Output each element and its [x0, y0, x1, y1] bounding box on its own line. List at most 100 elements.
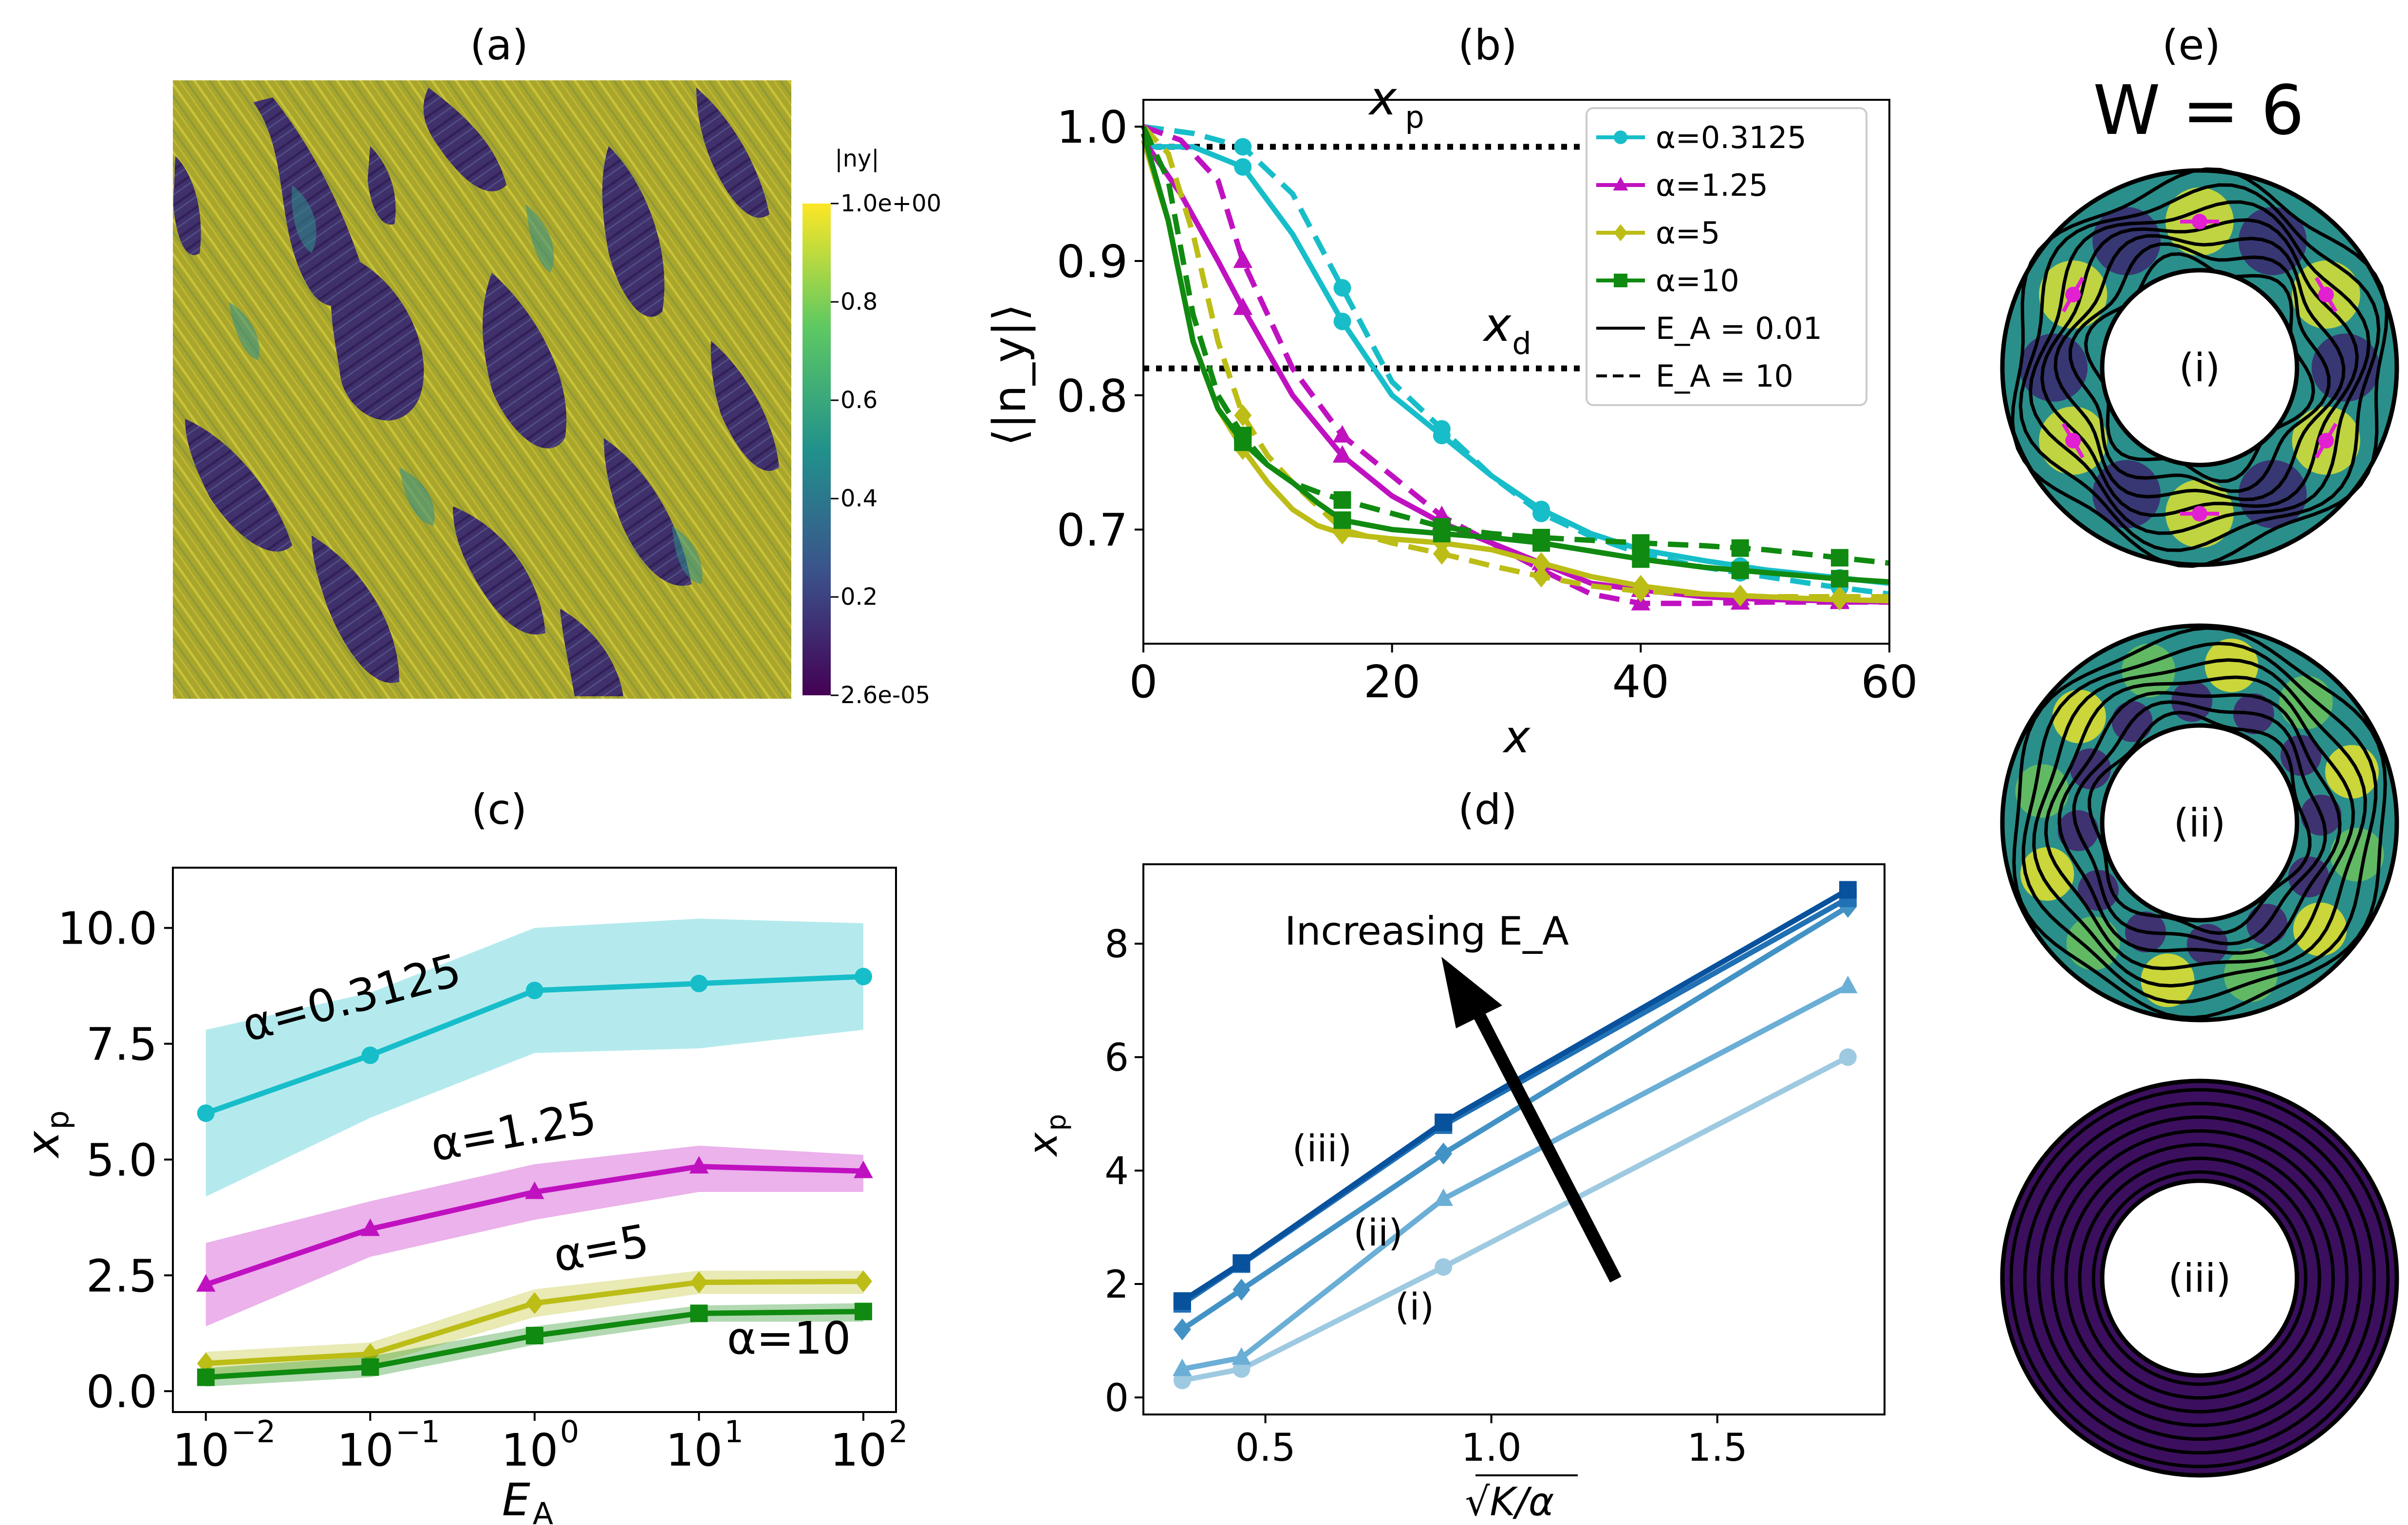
data-point [196, 1274, 216, 1292]
data-point [690, 1271, 708, 1294]
x-tick-label: 20 [1363, 656, 1420, 708]
legend-label: α=10 [1656, 263, 1739, 298]
field-line [2053, 234, 2346, 502]
panel-d-label: (d) [1458, 785, 1517, 834]
colorbar: |ny| 1.0e+00 0.8 0.6 0.4 0.2 2.6e-05 [803, 145, 941, 709]
field-line [2021, 641, 2378, 1004]
field-line [2040, 218, 2359, 517]
field-line [2032, 658, 2367, 988]
data-point [1632, 550, 1650, 568]
xd-label-x: x [1482, 298, 1512, 352]
y-axis-label-sub: p [1041, 1114, 1072, 1131]
axes-frame [1142, 863, 1885, 1415]
series-line [1181, 984, 1849, 1372]
x-axis-label: √K/α [1465, 1479, 1554, 1525]
panel-a-label: (a) [470, 21, 528, 70]
data-point [1433, 518, 1451, 536]
field-line [2072, 700, 2327, 946]
field-line [2057, 691, 2342, 955]
field-line [2044, 675, 2355, 970]
defect-marker [2065, 287, 2081, 302]
data-point [1332, 445, 1352, 463]
y-tick-label: 1.0 [1057, 101, 1128, 153]
y-tick-label: 2 [1104, 1263, 1129, 1307]
arrow-shaft [1470, 1005, 1622, 1283]
y-tick-label: 4 [1104, 1150, 1129, 1193]
panel-b-label: (b) [1458, 21, 1517, 70]
data-point [1173, 1318, 1191, 1340]
data-point [1333, 279, 1351, 297]
field-blob [2204, 638, 2259, 692]
x-tick-label: 40 [1612, 656, 1669, 708]
data-point [1435, 1142, 1453, 1165]
annotation-alpha-5: α=5 [550, 1214, 653, 1282]
data-point [854, 1302, 872, 1320]
legend-marker [1614, 224, 1627, 242]
field-blob [2015, 764, 2069, 818]
field-line [2023, 1101, 2376, 1455]
field-blob [2141, 953, 2195, 1007]
field-blob [2325, 745, 2379, 799]
data-point [1632, 534, 1650, 552]
data-point [1838, 975, 1858, 993]
y-tick-label: 2.5 [86, 1250, 157, 1302]
colorbar-title: |ny| [835, 145, 879, 172]
data-point [1839, 881, 1857, 899]
colorbar-tick-label: 2.6e-05 [840, 682, 930, 709]
x-tick-exponent: 1 [724, 1414, 743, 1450]
axes-frame [1142, 99, 1890, 645]
x-tick-label: 10 [172, 1424, 229, 1476]
data-point [854, 967, 872, 986]
y-tick-label: 0.9 [1057, 236, 1128, 288]
data-point [1532, 552, 1550, 575]
data-point [1434, 1188, 1454, 1206]
legend-marker [1614, 130, 1627, 144]
colorbar-tick-label: 1.0e+00 [840, 190, 941, 217]
x-axis-label: x [1502, 711, 1531, 763]
field-blob [2279, 675, 2333, 729]
x-axis-label: E [502, 1474, 530, 1525]
field-line [2028, 200, 2371, 535]
data-point [689, 1156, 709, 1174]
legend-label: α=5 [1656, 215, 1720, 251]
legend-label: α=0.3125 [1656, 120, 1807, 155]
field-line [2036, 1116, 2363, 1441]
series-line [1140, 132, 1890, 585]
curve-label-ii: (ii) [1353, 1211, 1403, 1254]
field-line [2012, 626, 2387, 1020]
data-point [1233, 297, 1253, 315]
outer-boundary [2000, 168, 2399, 567]
data-point [1232, 1347, 1251, 1365]
annulus-2: (ii) [2000, 623, 2399, 1023]
data-point [1234, 427, 1252, 445]
field-line [2011, 167, 2389, 568]
data-point [525, 1181, 544, 1199]
y-tick-label: 0.8 [1057, 370, 1128, 422]
y-axis-label: ⟨|n_y|⟩ [984, 304, 1036, 446]
y-tick-label: 0.0 [86, 1366, 157, 1418]
y-axis-label: x [17, 1130, 69, 1159]
data-point [1731, 561, 1749, 579]
annulus-fill [2002, 626, 2397, 1020]
x-tick-label: 10 [337, 1424, 394, 1476]
defect-marker [2318, 433, 2334, 448]
annotation-alpha-10: α=10 [727, 1312, 851, 1364]
y-tick-label: 10.0 [57, 903, 157, 955]
y-axis-label-sub: p [40, 1110, 75, 1129]
data-point [1234, 138, 1252, 156]
data-point [1731, 539, 1749, 557]
data-point [1233, 250, 1253, 268]
panel-d: (d) 0.5 1.0 1.5 0 2 4 6 8 √K/α xp Increasing E_A (i… [1020, 785, 1885, 1525]
data-point [1234, 404, 1252, 427]
annulus-label: (ii) [2174, 800, 2226, 846]
data-point [361, 1046, 379, 1064]
annulus-1: (i) [2000, 167, 2399, 568]
data-point [1830, 585, 1848, 608]
data-point [1232, 1279, 1251, 1301]
outer-boundary [2000, 1079, 2399, 1478]
data-point [197, 1104, 215, 1122]
data-point [1333, 511, 1351, 529]
inner-boundary [2100, 723, 2299, 923]
series-line [1180, 896, 1849, 1306]
data-point [1332, 425, 1352, 443]
